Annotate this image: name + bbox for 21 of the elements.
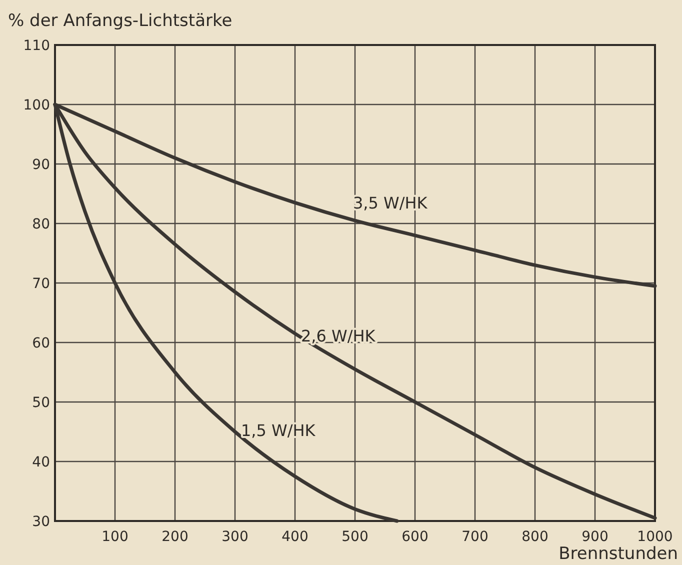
y-tick-label: 50 xyxy=(32,395,50,411)
x-axis-title: Brennstunden xyxy=(558,544,678,564)
y-tick-label: 70 xyxy=(32,276,50,292)
x-tick-label: 800 xyxy=(522,529,548,545)
x-tick-label: 900 xyxy=(582,529,608,545)
x-tick-label: 200 xyxy=(162,529,188,545)
y-tick-label: 30 xyxy=(32,514,50,530)
x-tick-label: 100 xyxy=(102,529,128,545)
y-tick-label: 100 xyxy=(23,98,50,114)
y-axis-title: % der Anfangs-Lichtstärke xyxy=(8,11,232,31)
y-tick-label: 90 xyxy=(32,157,50,173)
x-tick-label: 400 xyxy=(282,529,308,545)
x-tick-label: 700 xyxy=(462,529,488,545)
x-tick-label: 1000 xyxy=(637,529,673,545)
x-tick-label: 300 xyxy=(222,529,248,545)
y-tick-label: 110 xyxy=(23,38,50,54)
y-tick-label: 80 xyxy=(32,216,50,232)
x-tick-label: 600 xyxy=(402,529,428,545)
y-tick-label: 40 xyxy=(32,454,50,470)
y-tick-label: 60 xyxy=(32,336,50,352)
x-tick-label: 500 xyxy=(342,529,368,545)
